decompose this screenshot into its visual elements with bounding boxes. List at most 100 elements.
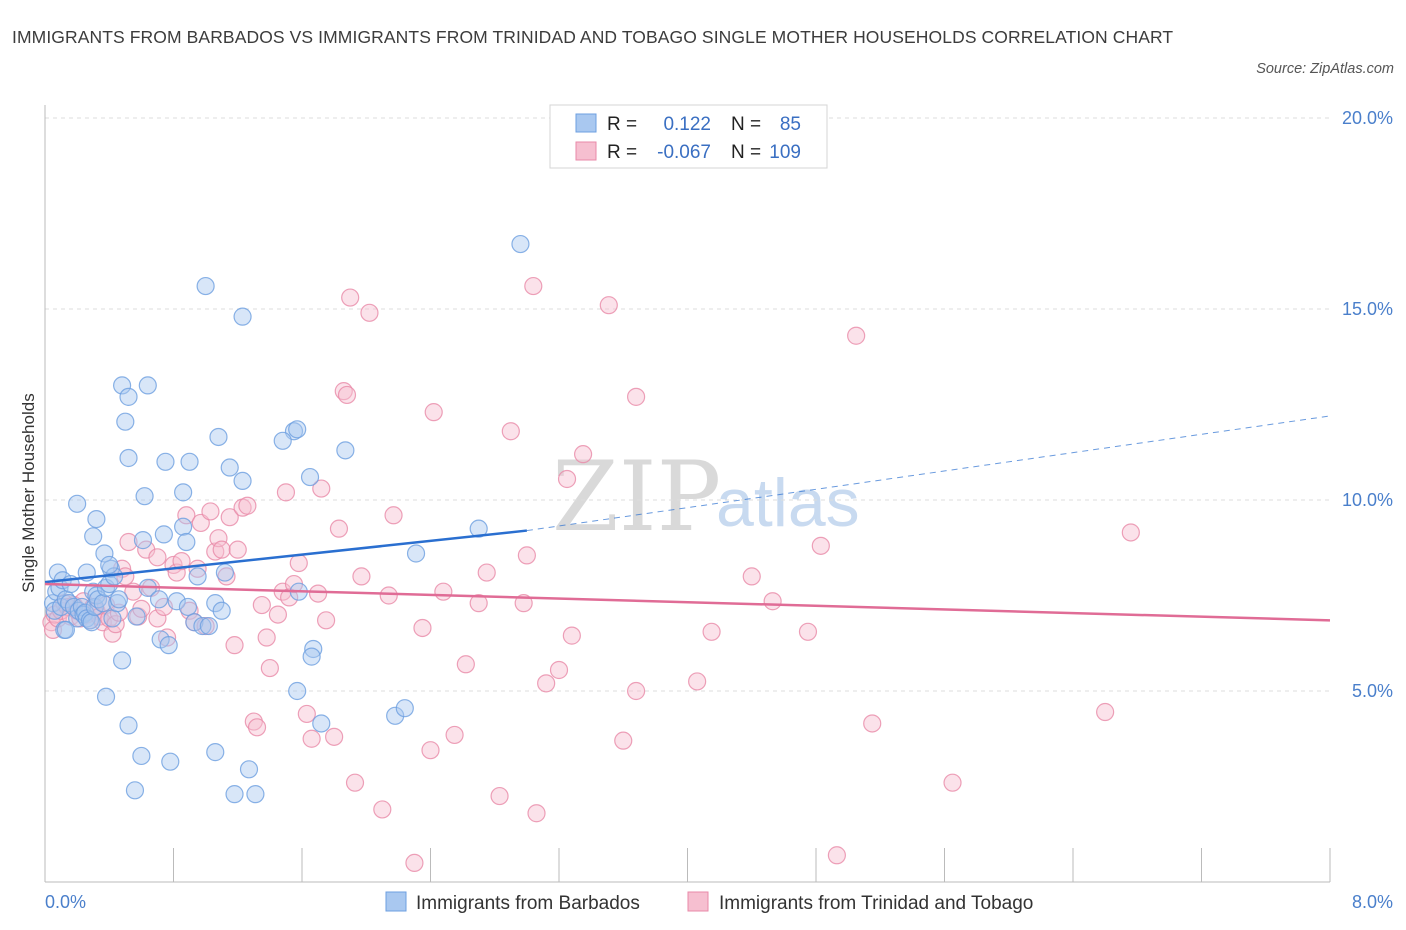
- trinidad-point: [599, 296, 618, 315]
- trinidad-point: [345, 773, 365, 792]
- trinidad-point: [276, 483, 296, 502]
- x-ticks: [173, 848, 1331, 882]
- gridlines: [45, 117, 1330, 692]
- trinidad-point: [103, 624, 122, 643]
- barbados-point: [119, 387, 138, 406]
- y-tick-label: 20.0%: [1342, 108, 1393, 128]
- trinidad-point: [379, 586, 398, 605]
- trinidad-point: [557, 469, 577, 489]
- trinidad-point: [626, 387, 646, 406]
- trinidad-point: [148, 548, 167, 567]
- stats-n-value-2: 109: [769, 142, 801, 163]
- trinidad-point: [302, 729, 321, 748]
- barbados-point: [300, 467, 320, 487]
- trinidad-point: [289, 553, 308, 573]
- stats-r-value-2: -0.067: [657, 142, 711, 163]
- barbados-point: [193, 616, 212, 636]
- barbados-point: [167, 592, 186, 611]
- trinidad-point: [537, 674, 556, 693]
- barbados-point: [125, 781, 145, 800]
- trinidad-point: [1096, 702, 1115, 722]
- barbados-point: [239, 760, 259, 779]
- barbados-point: [212, 601, 231, 620]
- trinidad-point: [360, 303, 379, 322]
- trinidad-point: [325, 727, 344, 746]
- trinidad-point: [212, 540, 231, 559]
- series-trinidad-points: [42, 276, 1140, 873]
- barbados-point: [119, 448, 138, 468]
- barbados-point: [312, 714, 331, 733]
- trinidad-point: [742, 567, 761, 586]
- barbados-point: [154, 525, 173, 544]
- trinidad-point: [329, 519, 349, 538]
- barbados-point: [156, 452, 175, 471]
- series-barbados-points: [43, 234, 530, 804]
- trinidad-point: [469, 594, 488, 613]
- trinidad-point: [1121, 523, 1140, 542]
- stats-swatch-trinidad: [575, 141, 597, 161]
- barbados-point: [109, 590, 128, 609]
- barbados-point: [95, 544, 114, 563]
- trinidad-point: [247, 718, 267, 737]
- barbados-point: [132, 746, 151, 766]
- trinidad-point: [341, 288, 360, 307]
- barbados-point: [225, 785, 244, 804]
- trinidad-point: [490, 786, 509, 806]
- barbados-point: [206, 743, 225, 762]
- barbados-point: [112, 376, 132, 395]
- barbados-point: [56, 620, 75, 639]
- y-tick-label: 15.0%: [1342, 299, 1393, 319]
- trinidad-point: [220, 508, 239, 527]
- trinidad-point: [238, 496, 257, 515]
- y-tick-labels: 5.0% 10.0% 15.0% 20.0%: [1342, 108, 1393, 701]
- barbados-point: [96, 687, 116, 706]
- barbados-point: [72, 597, 92, 617]
- trinidad-point: [337, 385, 357, 405]
- legend-label-barbados: Immigrants from Barbados: [416, 893, 640, 914]
- barbados-trend-extension: [526, 415, 1331, 532]
- barbados-point: [206, 594, 225, 613]
- barbados-point: [336, 441, 355, 460]
- barbados-point: [119, 716, 138, 735]
- trinidad-point: [863, 714, 882, 733]
- watermark-atlas: atlas: [716, 465, 860, 541]
- barbados-point: [180, 452, 199, 471]
- barbados-point: [149, 590, 169, 609]
- trinidad-point: [312, 479, 331, 498]
- trinidad-point: [847, 326, 866, 345]
- barbados-trend-line: [44, 529, 528, 584]
- y-tick-label: 5.0%: [1352, 681, 1393, 701]
- trinidad-point: [206, 542, 225, 561]
- legend: Immigrants from Barbados Immigrants from…: [385, 891, 1033, 914]
- trinidad-point: [626, 681, 646, 701]
- barbados-point: [246, 785, 265, 804]
- stats-box: R = 0.122 N = 85 R = -0.067 N = 109: [549, 104, 828, 169]
- trinidad-point: [811, 536, 830, 555]
- barbados-point: [174, 517, 193, 536]
- barbados-point: [215, 563, 234, 582]
- barbados-point: [304, 639, 323, 659]
- stats-n-label-1: N =: [731, 114, 761, 135]
- barbados-point: [395, 699, 414, 718]
- legend-swatch-barbados: [385, 891, 407, 912]
- barbados-point: [82, 613, 101, 632]
- stats-n-label-2: N =: [731, 142, 761, 163]
- barbados-point: [103, 609, 122, 628]
- trinidad-point: [413, 618, 432, 638]
- trinidad-point: [352, 567, 371, 586]
- barbados-point: [288, 420, 307, 439]
- trinidad-point: [688, 672, 707, 691]
- barbados-point: [209, 427, 228, 447]
- barbados-point: [386, 706, 405, 725]
- trinidad-point: [562, 626, 581, 645]
- legend-swatch-trinidad: [687, 891, 709, 912]
- trinidad-point: [297, 704, 316, 724]
- trend-lines: [44, 415, 1331, 622]
- trinidad-trend-line: [44, 582, 1331, 622]
- trinidad-point: [177, 506, 196, 525]
- trinidad-point: [252, 595, 271, 615]
- trinidad-point: [456, 655, 475, 674]
- barbados-point: [161, 752, 180, 771]
- trinidad-point: [280, 588, 299, 607]
